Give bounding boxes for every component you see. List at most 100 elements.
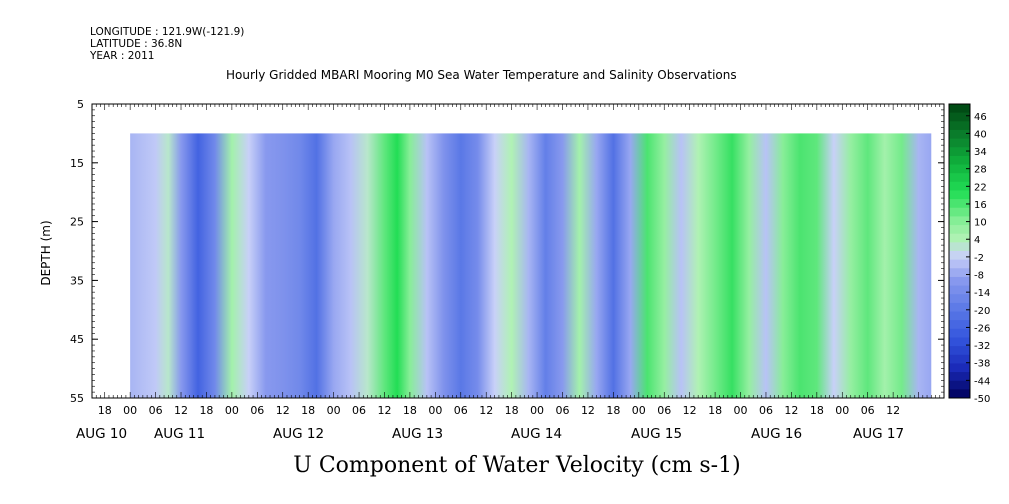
x-tick-label: 12 [174, 404, 188, 417]
colorbar-cell [949, 302, 970, 313]
x-tick-label: 18 [708, 404, 722, 417]
colorbar-cell [949, 294, 970, 304]
colorbar: 46 40 34 28 22 16 10 4 -2 -8 -14 -20 -26 -32 -38 -44 -50 [948, 103, 990, 405]
x-tick-label: 00 [225, 404, 239, 417]
colorbar-cell [949, 328, 970, 338]
colorbar-label: -50 [974, 394, 990, 405]
x-tick-label: 06 [149, 404, 163, 417]
colorbar-label: -8 [974, 271, 984, 282]
x-tick-label: 00 [428, 404, 442, 417]
colorbar-cell [949, 285, 970, 295]
colorbar-cell [949, 346, 970, 356]
x-tick-label: 06 [861, 404, 875, 417]
colorbar-cell [949, 121, 970, 131]
x-day-label: AUG 14 [511, 426, 562, 442]
colorbar-label: -20 [974, 306, 990, 317]
x-tick-label: 00 [835, 404, 849, 417]
y-tick-label: 25 [70, 216, 84, 229]
x-tick-label: 12 [886, 404, 900, 417]
colorbar-cell [949, 216, 970, 226]
chart-title: Hourly Gridded MBARI Mooring M0 Sea Wate… [226, 68, 737, 82]
heatmap-field [130, 133, 932, 398]
x-tick-label: 18 [98, 404, 112, 417]
x-tick-label: 06 [556, 404, 570, 417]
x-tick-label: 06 [657, 404, 671, 417]
x-day-label: AUG 17 [853, 426, 904, 442]
y-tick-label: 5 [77, 98, 84, 111]
colorbar-cell [949, 173, 970, 183]
colorbar-cell [949, 372, 970, 382]
colorbar-cell [949, 129, 970, 140]
x-day-label: AUG 12 [273, 426, 324, 442]
axes: 5 15 25 35 45 55 18 00 06 12 18 00 06 12 18 00 06 12 18 00 0… [70, 98, 945, 442]
x-tick-label: 18 [606, 404, 620, 417]
colorbar-cell [949, 164, 970, 174]
heatmap-chart: 5 15 25 35 45 55 18 00 06 12 18 00 06 12 18 00 06 12 18 00 0… [39, 98, 990, 442]
x-tick-label: 12 [377, 404, 391, 417]
colorbar-cell [949, 155, 970, 166]
colorbar-label: 28 [974, 165, 987, 176]
colorbar-cell [949, 147, 970, 157]
longitude-label: LONGITUDE : 121.9W(-121.9) [90, 26, 245, 38]
x-tick-label: 06 [352, 404, 366, 417]
y-tick-label: 15 [70, 157, 84, 170]
colorbar-cell [949, 233, 970, 243]
colorbar-cell [949, 190, 970, 200]
x-tick-label: 06 [250, 404, 264, 417]
x-day-label: AUG 15 [631, 426, 682, 442]
x-tick-label: 18 [301, 404, 315, 417]
y-tick-label: 55 [70, 392, 84, 405]
colorbar-cell [949, 242, 970, 252]
colorbar-cell [949, 380, 970, 390]
year-label: YEAR : 2011 [90, 50, 155, 62]
colorbar-label: -2 [974, 253, 984, 264]
colorbar-cell [949, 268, 970, 278]
colorbar-label: 34 [974, 147, 987, 158]
colorbar-cell [949, 337, 970, 347]
x-tick-label: 00 [327, 404, 341, 417]
colorbar-cell [949, 311, 970, 321]
colorbar-cell [949, 251, 970, 261]
x-tick-label: 00 [530, 404, 544, 417]
y-tick-label: 35 [70, 274, 84, 287]
colorbar-label: 10 [974, 218, 987, 229]
colorbar-cell [949, 320, 970, 330]
x-day-label: AUG 11 [154, 426, 205, 442]
x-tick-label: 12 [276, 404, 290, 417]
plot-area [130, 133, 932, 398]
x-tick-label: 18 [810, 404, 824, 417]
colorbar-cell [949, 181, 970, 191]
x-tick-label: 12 [784, 404, 798, 417]
y-axis-label: DEPTH (m) [39, 220, 53, 285]
colorbar-label: -44 [974, 376, 990, 387]
colorbar-cell [949, 259, 970, 269]
colorbar-cell [949, 225, 970, 235]
colorbar-label: 40 [974, 129, 987, 140]
variable-title: U Component of Water Velocity (cm s-1) [293, 453, 741, 478]
x-tick-label: 18 [199, 404, 213, 417]
colorbar-cell [949, 363, 970, 373]
colorbar-cell [949, 112, 970, 122]
x-tick-label: 12 [479, 404, 493, 417]
colorbar-cell [949, 389, 970, 399]
colorbar-cell [949, 276, 970, 287]
x-day-label: AUG 16 [751, 426, 802, 442]
colorbar-cell [949, 199, 970, 209]
y-tick-label: 45 [70, 333, 84, 346]
x-tick-label: 00 [632, 404, 646, 417]
x-tick-label: 12 [683, 404, 697, 417]
colorbar-cell [949, 207, 970, 217]
colorbar-label: 16 [974, 200, 987, 211]
colorbar-cell [949, 138, 970, 148]
colorbar-cell [949, 104, 970, 114]
x-day-label: AUG 13 [392, 426, 443, 442]
colorbar-frame [948, 103, 971, 399]
colorbar-label: -26 [974, 323, 990, 334]
x-tick-label: 06 [759, 404, 773, 417]
colorbar-label: -32 [974, 341, 990, 352]
latitude-label: LATITUDE : 36.8N [90, 38, 183, 50]
colorbar-label: -38 [974, 359, 990, 370]
colorbar-label: -14 [974, 288, 990, 299]
x-tick-label: 12 [581, 404, 595, 417]
x-tick-label: 06 [454, 404, 468, 417]
